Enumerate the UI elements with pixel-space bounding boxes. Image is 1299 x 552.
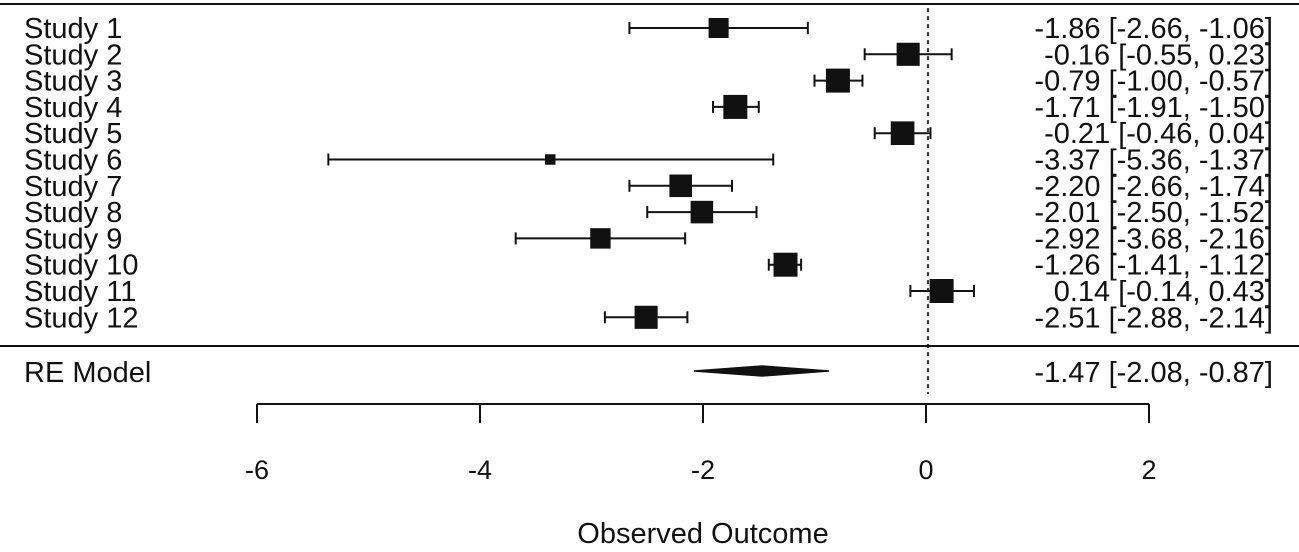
x-tick-label: 0	[918, 455, 933, 485]
point-estimate	[896, 42, 920, 66]
point-estimate	[590, 228, 611, 249]
study-label: Study 4	[24, 92, 122, 124]
study-row: Study 6 -3.37 [-5.36, -1.37]	[24, 145, 1273, 177]
ci-label: -2.92 [-3.68, -2.16]	[1034, 223, 1273, 255]
point-estimate	[708, 17, 729, 39]
study-row: Study 1 -1.86 [-2.66, -1.06]	[24, 13, 1273, 45]
ci-label: -2.01 [-2.50, -1.52]	[1034, 197, 1273, 229]
point-estimate	[890, 121, 915, 146]
point-estimate	[929, 279, 954, 303]
study-row: Study 8 -2.01 [-2.50, -1.52]	[24, 197, 1273, 229]
ci-label: -1.86 [-2.66, -1.06]	[1034, 13, 1273, 45]
summary-row: RE Model -1.47 [-2.08, -0.87]	[24, 357, 1273, 389]
study-label: Study 12	[24, 302, 138, 334]
study-row: Study 3 -0.79 [-1.00, -0.57]	[24, 66, 1273, 98]
ci-label: -0.16 [-0.55, 0.23]	[1044, 39, 1273, 71]
study-rows: Study 1 -1.86 [-2.66, -1.06] Study 2 -0.16 …	[24, 13, 1273, 334]
study-label: Study 6	[24, 145, 122, 177]
study-label: Study 10	[24, 250, 138, 282]
point-estimate	[669, 174, 692, 198]
point-estimate	[690, 200, 714, 224]
study-row: Study 11 0.14 [-0.14, 0.43]	[24, 276, 1273, 308]
point-estimate	[723, 94, 748, 119]
study-row: Study 7 -2.20 [-2.66, -1.74]	[24, 171, 1273, 203]
study-row: Study 10 -1.26 [-1.41, -1.12]	[24, 250, 1273, 282]
study-label: Study 3	[24, 66, 122, 98]
study-label: Study 11	[24, 276, 136, 308]
x-tick-label: 2	[1141, 455, 1156, 485]
point-estimate	[634, 305, 658, 329]
ci-label: -2.20 [-2.66, -1.74]	[1034, 171, 1273, 203]
study-row: Study 2 -0.16 [-0.55, 0.23]	[24, 39, 1273, 71]
point-estimate	[544, 154, 556, 165]
summary-diamond	[694, 365, 830, 377]
study-label: Study 8	[24, 197, 122, 229]
ci-label: 0.14 [-0.14, 0.43]	[1054, 276, 1273, 308]
ci-label: -3.37 [-5.36, -1.37]	[1034, 145, 1273, 177]
study-row: Study 5 -0.21 [-0.46, 0.04]	[24, 118, 1273, 150]
x-tick-label: -4	[468, 455, 492, 485]
ci-label: -0.21 [-0.46, 0.04]	[1044, 118, 1273, 150]
x-axis-title: Observed Outcome	[577, 518, 828, 550]
study-label: Study 1	[24, 13, 122, 45]
summary-ci-label: -1.47 [-2.08, -0.87]	[1034, 357, 1273, 389]
ci-label: -1.71 [-1.91, -1.50]	[1034, 92, 1273, 124]
study-label: Study 9	[24, 223, 122, 255]
study-row: Study 9 -2.92 [-3.68, -2.16]	[24, 223, 1273, 255]
study-label: Study 5	[24, 118, 122, 150]
ci-label: -1.26 [-1.41, -1.12]	[1034, 250, 1273, 282]
study-label: Study 2	[24, 39, 122, 71]
ci-label: -0.79 [-1.00, -0.57]	[1034, 66, 1273, 98]
study-row: Study 12 -2.51 [-2.88, -2.14]	[24, 302, 1273, 334]
summary-label: RE Model	[24, 357, 151, 389]
study-row: Study 4 -1.71 [-1.91, -1.50]	[24, 92, 1273, 124]
point-estimate	[773, 252, 798, 277]
x-tick-label: -2	[691, 455, 715, 485]
study-label: Study 7	[24, 171, 122, 203]
x-tick-label: -6	[245, 455, 269, 485]
x-axis: -6 -4 -2 0 2	[245, 403, 1157, 485]
ci-label: -2.51 [-2.88, -2.14]	[1034, 302, 1273, 334]
point-estimate	[825, 68, 850, 93]
